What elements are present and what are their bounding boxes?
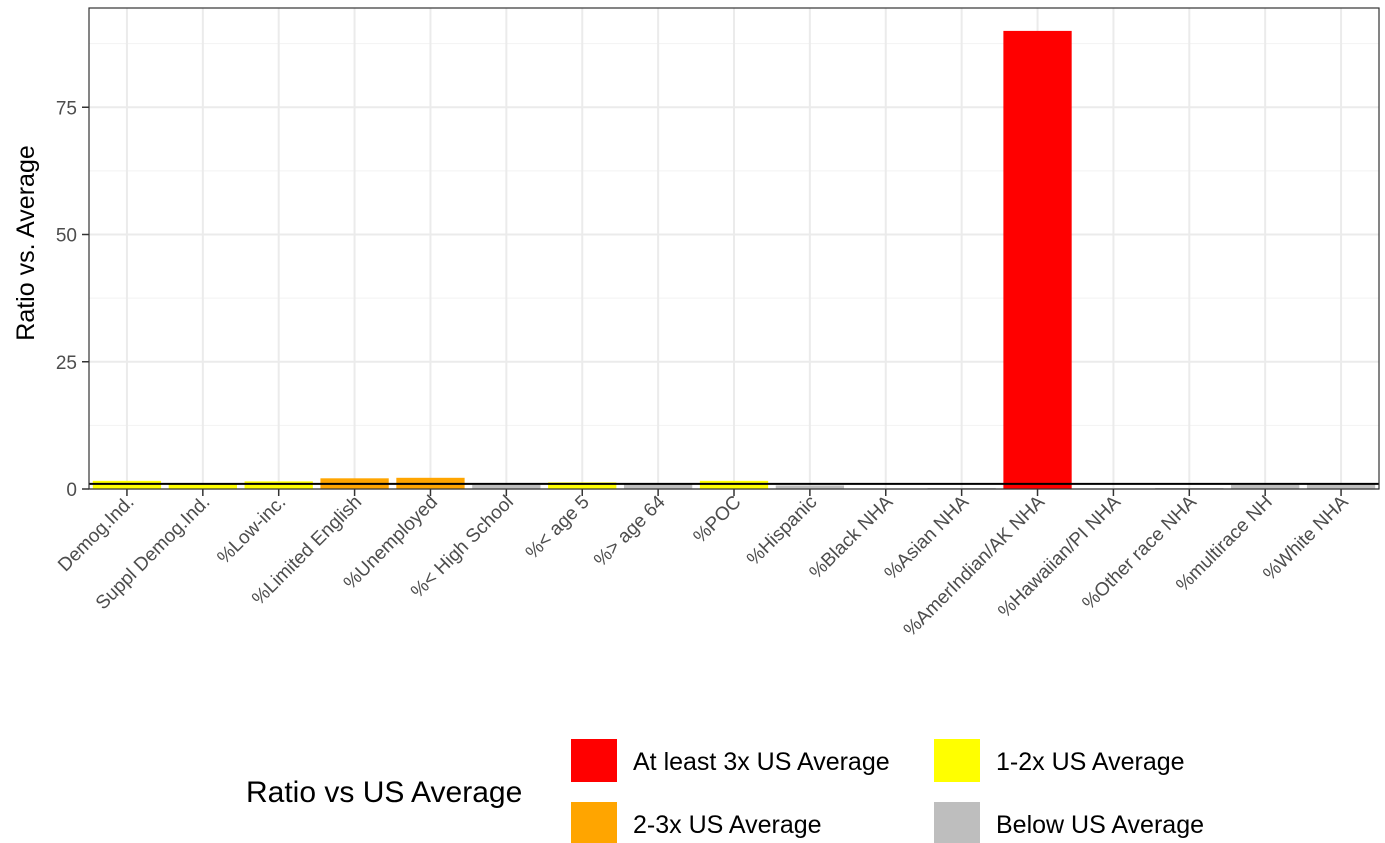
bar [244, 481, 313, 489]
legend-key [934, 739, 980, 782]
legend-label: At least 3x US Average [633, 748, 890, 776]
legend-label: 2-3x US Average [633, 811, 822, 839]
x-tick-label: Demog.Ind. [54, 492, 138, 576]
x-tick-label: %< age 5 [522, 492, 594, 564]
x-tick-label: %AmerIndian/AK NHA [900, 491, 1049, 640]
y-tick-label: 75 [56, 98, 77, 119]
bar [548, 482, 617, 489]
y-axis-ticks: 0 25 50 75 [56, 98, 89, 501]
x-tick-label: %POC [690, 492, 746, 548]
bar [623, 484, 693, 489]
bar [775, 485, 845, 489]
y-tick-label: 0 [66, 480, 77, 501]
bar [472, 484, 541, 489]
bar [92, 480, 162, 489]
legend-title: Ratio vs US Average [246, 776, 522, 809]
x-tick-label: %> age 64 [590, 491, 670, 571]
y-tick-label: 50 [56, 226, 77, 247]
legend-key [571, 739, 617, 782]
legend: Ratio vs US Average At least 3x US Avera… [246, 739, 1204, 843]
x-axis-ticks: Demog.Ind.Suppl Demog.Ind. %Low-inc.%Limi… [54, 489, 1353, 641]
bar [699, 480, 769, 489]
bars [92, 30, 1376, 490]
legend-label: Below US Average [996, 811, 1204, 839]
legend-entries: At least 3x US Average 2-3x US Average 1-2… [571, 739, 1204, 843]
bar [1231, 484, 1300, 489]
bar [1306, 484, 1376, 489]
y-axis-title: Ratio vs. Average [12, 145, 40, 340]
x-tick-label: %Hispanic [743, 492, 821, 570]
bar [168, 483, 237, 489]
legend-key [571, 802, 617, 843]
legend-key [934, 802, 980, 843]
y-tick-label: 25 [56, 353, 77, 374]
x-tick-label: %Low-inc. [213, 492, 290, 569]
major-gridlines [89, 8, 1379, 490]
legend-label: 1-2x US Average [996, 748, 1185, 776]
bar [1003, 30, 1072, 490]
